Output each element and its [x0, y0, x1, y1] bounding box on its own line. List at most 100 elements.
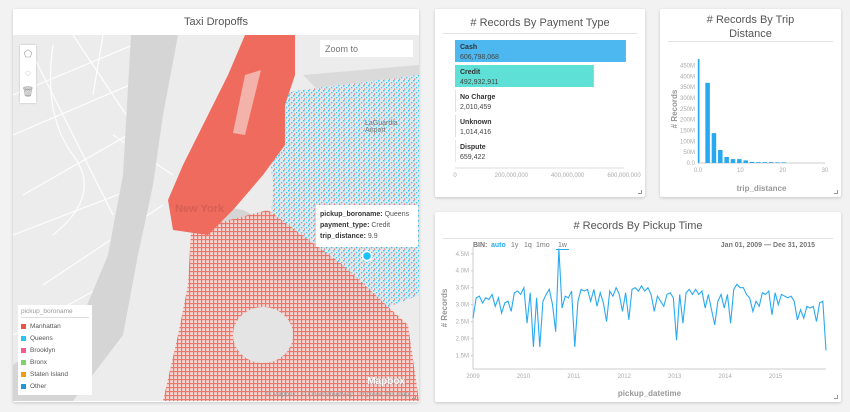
histogram-bar[interactable] — [737, 159, 742, 163]
mapbox-logo[interactable]: Mapbox — [367, 376, 405, 387]
resize-handle[interactable] — [412, 395, 416, 399]
x-tick-label: 2010 — [517, 374, 531, 380]
osm-link[interactable]: © OpenStreetMap — [301, 391, 354, 398]
x-tick-label: 2013 — [668, 374, 682, 380]
legend-swatch — [21, 347, 26, 353]
payment-bar[interactable] — [455, 40, 626, 62]
histogram-bar[interactable] — [768, 162, 774, 163]
x-tick-label: 2012 — [618, 374, 632, 380]
title-line: Distance — [729, 28, 772, 40]
histogram-bar[interactable] — [705, 82, 710, 163]
central-park — [233, 70, 261, 135]
legend-label: Brooklyn — [30, 346, 56, 354]
draw-toolbar: ⬠ ◌ 🗑 — [20, 45, 36, 103]
resize-handle[interactable] — [834, 190, 838, 194]
polygon-draw-icon[interactable]: ⬠ — [23, 49, 33, 60]
bar-value-label: 2,010,459 — [460, 104, 491, 111]
payment-bar-chart: Cash 606,798,068 Credit 492,932,911 No Charg… — [453, 40, 641, 179]
x-axis-label: trip_distance — [737, 184, 787, 193]
tooltip-key: pickup_boroname: — [320, 211, 383, 218]
x-tick-label: 600,000,000 — [607, 173, 641, 179]
date-range[interactable]: Jan 01, 2009 — Dec 31, 2015 — [721, 242, 815, 249]
date-end[interactable]: Dec 31, 2015 — [772, 242, 815, 249]
bar-category-label: Cash — [460, 44, 477, 51]
resize-handle[interactable] — [834, 395, 838, 399]
legend-item[interactable]: Queens — [21, 332, 89, 344]
payment-bar[interactable] — [455, 140, 456, 162]
mapbox-link[interactable]: © Mapbox — [266, 391, 296, 398]
bin-1q[interactable]: 1q — [524, 242, 532, 249]
histogram-bar[interactable] — [698, 59, 700, 163]
x-tick-label: 30 — [822, 168, 829, 174]
legend-swatch — [21, 323, 26, 329]
improve-map-link[interactable]: Improve this map — [359, 391, 409, 398]
date-start[interactable]: Jan 01, 2009 — [720, 242, 763, 249]
title-line: # Records By Trip — [706, 14, 795, 26]
legend-swatch — [21, 383, 26, 389]
trash-icon[interactable]: 🗑 — [21, 87, 35, 98]
payment-bar[interactable] — [455, 115, 456, 137]
pickup-time-line-chart[interactable]: 1.5M 2.0M 2.5M 3.0M 3.5M 4.0M 4.5M 2009 2010 2011… — [435, 212, 841, 402]
legend-title: pickup_boroname — [21, 308, 89, 318]
y-tick-label: 0.0 — [687, 161, 696, 167]
x-tick-label: 10 — [737, 168, 744, 174]
histogram-bar[interactable] — [730, 159, 736, 163]
legend-swatch — [21, 371, 26, 377]
trip-distance-histogram[interactable]: 0.0 50M 100M 150M 200M 250M 300M 350M 400M 450M 0.… — [660, 9, 841, 197]
city-label: New York — [175, 203, 225, 215]
panel-title: Taxi Dropoffs — [184, 16, 248, 28]
histogram-bar[interactable] — [756, 162, 761, 163]
y-tick-label: 300M — [680, 96, 695, 102]
x-tick-label: 2014 — [718, 374, 732, 380]
y-tick-label: 3.0M — [456, 303, 469, 309]
legend-item[interactable]: Other — [21, 380, 89, 392]
bin-1y[interactable]: 1y — [511, 242, 519, 249]
trip-distance-panel: # Records By Trip Distance 0.0 50M 100M 150M… — [660, 9, 841, 197]
divider — [443, 238, 833, 239]
pickup-time-panel: # Records By Pickup Time BIN: auto 1y 1q… — [435, 212, 841, 402]
tooltip-key: trip_distance: — [320, 233, 366, 240]
payment-bar[interactable] — [455, 90, 456, 112]
x-tick-label: 200,000,000 — [495, 173, 529, 179]
y-tick-label: 250M — [680, 107, 695, 113]
x-tick-label: 20 — [779, 168, 786, 174]
pickup-time-series[interactable] — [472, 248, 827, 351]
circle-draw-icon[interactable]: ◌ — [25, 68, 31, 79]
y-tick-label: 450M — [680, 64, 695, 70]
histogram-bar[interactable] — [775, 162, 780, 163]
histogram-bar[interactable] — [743, 160, 748, 163]
y-tick-label: 2.5M — [456, 320, 469, 326]
y-tick-label: 100M — [680, 139, 695, 145]
streets — [13, 35, 174, 336]
histogram-bar[interactable] — [724, 156, 729, 163]
bin-1mo[interactable]: 1mo — [536, 242, 550, 249]
histogram-bar[interactable] — [762, 162, 768, 163]
y-tick-label: 200M — [680, 118, 695, 124]
zoom-to-input[interactable] — [320, 40, 413, 57]
x-tick-label: 0 — [453, 173, 457, 179]
legend-item[interactable]: Manhattan — [21, 320, 89, 332]
bar-category-label: Dispute — [460, 144, 486, 151]
histogram-bar[interactable] — [781, 162, 787, 163]
payment-bar[interactable] — [455, 65, 594, 87]
histogram-bar[interactable] — [718, 150, 723, 163]
brooklyn-dropoffs — [163, 210, 419, 401]
legend-item[interactable]: Bronx — [21, 356, 89, 368]
map-legend: pickup_boroname Manhattan Queens Brooklyn B… — [18, 305, 92, 395]
y-tick-label: 4.5M — [456, 252, 469, 258]
y-tick-label: 4.0M — [456, 269, 469, 275]
histogram-bar[interactable] — [749, 161, 755, 163]
bin-auto[interactable]: auto — [491, 242, 506, 249]
legend-item[interactable]: Brooklyn — [21, 344, 89, 356]
map-canvas[interactable]: New York LaGuardia Airport ⬠ ◌ 🗑 pickup_… — [13, 35, 419, 401]
legend-item[interactable]: Staten Island — [21, 368, 89, 380]
y-tick-label: 150M — [680, 129, 695, 135]
histogram-bar[interactable] — [711, 133, 717, 163]
bar-category-label: Unknown — [460, 119, 492, 126]
x-tick-label: 0.0 — [694, 168, 703, 174]
bin-1w[interactable]: 1w — [556, 242, 569, 250]
y-tick-label: 3.5M — [456, 286, 469, 292]
legend-label: Staten Island — [30, 370, 68, 378]
selected-point[interactable] — [361, 250, 373, 262]
resize-handle[interactable] — [638, 190, 642, 194]
